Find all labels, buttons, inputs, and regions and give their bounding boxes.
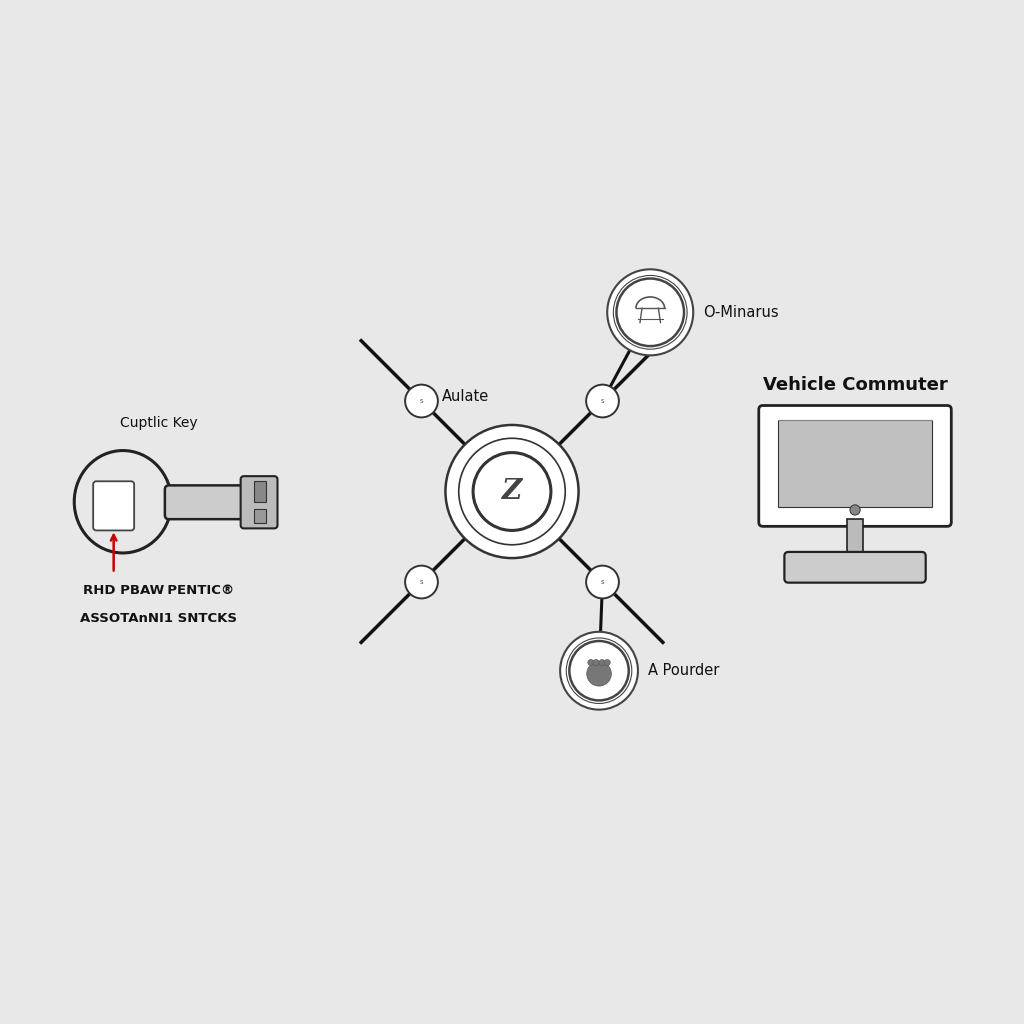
Circle shape	[569, 641, 629, 700]
Text: s: s	[420, 579, 423, 585]
Circle shape	[613, 275, 687, 349]
Text: ASSOTAnNI1 SNTCKS: ASSOTAnNI1 SNTCKS	[80, 612, 238, 626]
Text: A Pourder: A Pourder	[648, 664, 720, 678]
Circle shape	[406, 565, 438, 598]
Text: Aulate: Aulate	[442, 389, 489, 404]
Circle shape	[445, 425, 579, 558]
FancyBboxPatch shape	[93, 481, 134, 530]
Circle shape	[607, 269, 693, 355]
Text: O-Minarus: O-Minarus	[703, 305, 779, 319]
Text: Z: Z	[502, 478, 522, 505]
FancyBboxPatch shape	[784, 552, 926, 583]
Circle shape	[587, 662, 611, 686]
Circle shape	[588, 659, 594, 666]
Circle shape	[406, 385, 438, 418]
Circle shape	[586, 565, 618, 598]
Bar	[778, 420, 932, 507]
Text: Vehicle Commuter: Vehicle Commuter	[763, 376, 947, 394]
Bar	[254, 481, 266, 502]
Circle shape	[566, 638, 632, 703]
FancyBboxPatch shape	[165, 485, 270, 519]
Circle shape	[586, 385, 618, 418]
Circle shape	[459, 438, 565, 545]
Circle shape	[616, 279, 684, 346]
Text: Cuptlic Key: Cuptlic Key	[120, 416, 198, 430]
Circle shape	[599, 659, 605, 666]
Bar	[847, 519, 863, 558]
FancyBboxPatch shape	[759, 406, 951, 526]
Text: RHD PBAW PENTIC®: RHD PBAW PENTIC®	[83, 584, 234, 597]
Circle shape	[593, 659, 599, 666]
Text: s: s	[601, 398, 604, 404]
Circle shape	[473, 453, 551, 530]
Circle shape	[604, 659, 610, 666]
Circle shape	[850, 505, 860, 515]
Text: s: s	[420, 398, 423, 404]
Bar	[254, 509, 266, 523]
FancyBboxPatch shape	[241, 476, 278, 528]
Circle shape	[560, 632, 638, 710]
Text: s: s	[601, 579, 604, 585]
